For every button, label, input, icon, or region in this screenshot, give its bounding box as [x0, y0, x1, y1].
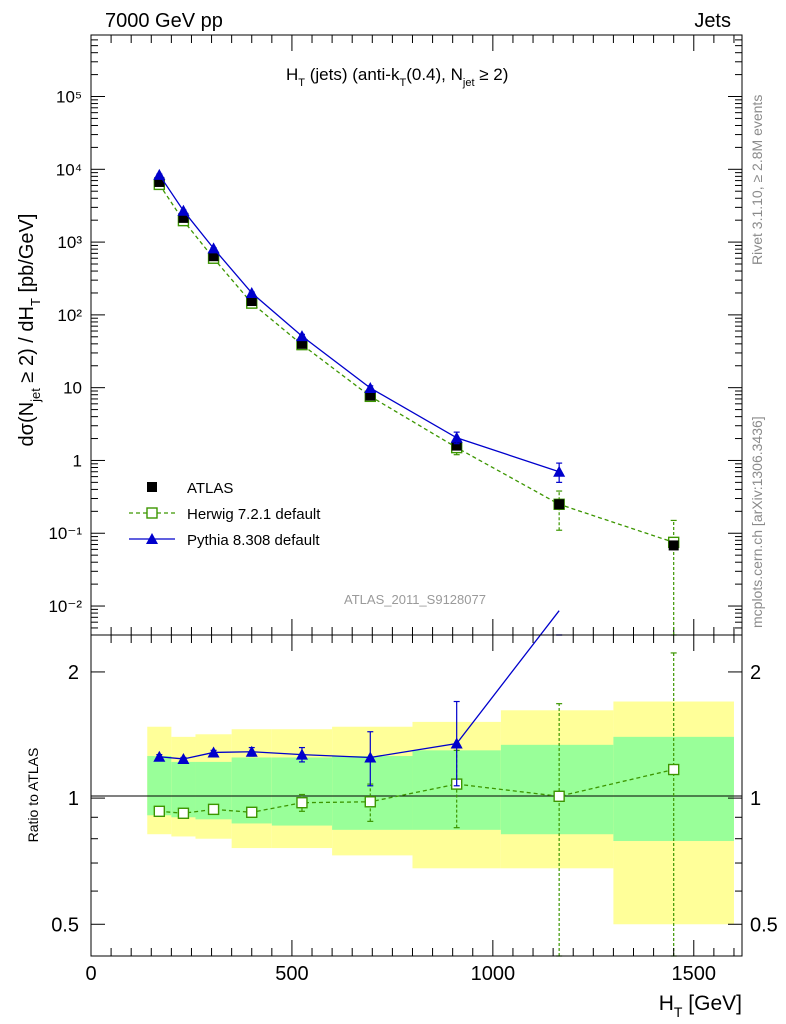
ratio-herwig-point: [246, 806, 258, 818]
ratio-y-tick-label-right: 2: [750, 662, 761, 684]
main-atlas-point: [554, 499, 565, 510]
header-right-label: Jets: [694, 10, 731, 32]
ratio-y-tick-label-left: 0.5: [51, 914, 79, 936]
mcplots-label: mcplots.cern.ch [arXiv:1306.3436]: [749, 416, 765, 628]
ratio-herwig-point: [153, 805, 166, 818]
ratio-pythia-line: [159, 610, 560, 760]
main-y-tick-label: 1: [73, 451, 82, 470]
ratio-series-layer: [153, 610, 680, 957]
main-pythia-line: [158, 174, 560, 473]
ratio-y-tick-label-left: 2: [68, 662, 79, 684]
ratio-pythia-point: [450, 737, 463, 749]
analysis-tag: ATLAS_2011_S9128077: [344, 592, 486, 607]
ratio-ticks: 0.5 0.5 1 1 2 2 0 500 1000 1500: [51, 635, 778, 985]
main-pythia-point: [153, 168, 166, 180]
ratio-pythia-point: [245, 745, 258, 757]
main-pythia-point: [364, 381, 377, 393]
main-panel: 10⁻² 10⁻¹ 1 10 10² 10³ 10⁴ 10⁵ HT (jets) (anti-…: [16, 34, 743, 636]
ratio-pythia-point: [177, 752, 190, 764]
ratio-band-green: [500, 744, 614, 835]
ratio-y-tick-label-left: 1: [68, 788, 79, 810]
ratio-band-green: [271, 757, 333, 826]
legend-item-herwig: Herwig 7.2.1 default: [129, 506, 321, 523]
ratio-panel: 0.5 0.5 1 1 2 2 0 500 1000 1500 Ratio to ATLAS HT…: [25, 610, 778, 1020]
ratio-plot-frame: [90, 634, 743, 957]
legend-marker-pythia: [146, 533, 158, 544]
ratio-herwig-point: [667, 763, 680, 776]
legend-label-herwig: Herwig 7.2.1 default: [187, 506, 321, 523]
main-pythia-point: [177, 204, 190, 216]
main-y-axis-label: dσ(Njet ≥ 2) / dHT [pb/GeV]: [16, 214, 43, 447]
main-atlas-point: [178, 212, 189, 223]
main-y-tick-label: 10⁻¹: [48, 524, 82, 543]
main-herwig-line: [158, 184, 674, 543]
ratio-y-tick-label-right: 1: [750, 788, 761, 810]
ratio-pythia-point: [295, 748, 308, 760]
main-atlas-point: [154, 176, 165, 187]
x-tick-label: 1500: [672, 963, 717, 985]
x-tick-label: 1000: [471, 963, 516, 985]
ratio-herwig-point: [177, 807, 190, 819]
legend-label-atlas: ATLAS: [187, 480, 233, 497]
main-atlas-point: [296, 338, 307, 349]
legend-item-atlas: ATLAS: [147, 480, 233, 497]
main-ticks: 10⁻² 10⁻¹ 1 10 10² 10³ 10⁴ 10⁵: [48, 34, 742, 636]
ratio-y-axis-label: Ratio to ATLAS: [25, 748, 41, 843]
main-atlas-point: [668, 540, 679, 551]
ratio-herwig-point: [296, 797, 308, 809]
main-atlas-point: [208, 251, 219, 262]
main-atlas-point: [365, 390, 376, 401]
main-pythia-point: [207, 242, 220, 254]
ratio-herwig-point: [553, 790, 565, 802]
legend-label-pythia: Pythia 8.308 default: [187, 532, 320, 549]
ratio-pythia-point: [207, 746, 220, 758]
legend-marker-herwig: [146, 507, 158, 519]
legend: ATLAS Herwig 7.2.1 default Pythia 8.308 …: [129, 480, 321, 549]
ratio-y-tick-label-right: 0.5: [750, 914, 778, 936]
main-pythia-point: [553, 465, 566, 477]
main-y-tick-label: 10⁻²: [48, 597, 82, 616]
main-series-layer: [153, 168, 680, 636]
main-title: HT (jets) (anti-kT(0.4), Njet ≥ 2): [286, 65, 508, 89]
main-y-tick-label: 10³: [57, 233, 82, 252]
legend-marker-atlas: [147, 482, 157, 492]
ratio-herwig-point: [364, 796, 376, 808]
main-pythia-point: [450, 431, 463, 443]
main-y-tick-label: 10: [63, 379, 82, 398]
ratio-pythia-point: [153, 750, 166, 762]
x-tick-label: 0: [85, 963, 96, 985]
ratio-band-green: [332, 756, 413, 830]
ratio-uncertainty-bands: [147, 701, 734, 925]
legend-item-pythia: Pythia 8.308 default: [129, 532, 320, 549]
x-axis-label: HT [GeV]: [659, 992, 742, 1020]
rivet-label: Rivet 3.1.10, ≥ 2.8M events: [749, 95, 765, 265]
main-y-tick-label: 10²: [57, 306, 82, 325]
header-left-label: 7000 GeV pp: [105, 10, 223, 32]
ratio-band-green: [147, 756, 172, 816]
main-y-tick-label: 10⁴: [56, 160, 82, 179]
ratio-herwig-point: [207, 803, 220, 816]
main-atlas-point: [246, 296, 257, 307]
ratio-pythia-point: [364, 751, 377, 763]
x-tick-label: 500: [275, 963, 308, 985]
main-atlas-point: [451, 440, 462, 451]
main-pythia-point: [245, 286, 258, 298]
main-y-tick-label: 10⁵: [56, 88, 82, 107]
main-pythia-point: [295, 330, 308, 342]
